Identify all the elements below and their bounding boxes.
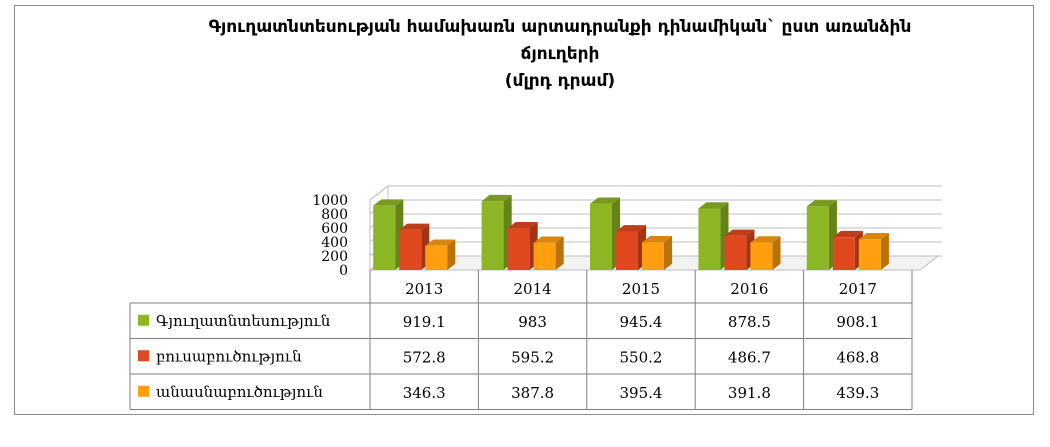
chart-title: Գյուղատնտեսության համախառն արտադրանքի դի… [150, 14, 970, 95]
bar-front [533, 242, 556, 270]
bar-front [832, 237, 855, 270]
bar [425, 239, 456, 270]
bar-side [772, 236, 781, 270]
data-table-value: 395.4 [620, 384, 663, 402]
bar-front [858, 239, 881, 270]
bar-side [555, 236, 564, 270]
x-category-label: 2017 [839, 280, 877, 298]
bar-top [399, 223, 430, 230]
bar-top [642, 236, 673, 243]
bar-front [806, 206, 829, 270]
x-category-label: 2013 [405, 280, 443, 298]
bar [481, 194, 512, 270]
legend-swatch [138, 350, 149, 362]
grid-line-side [369, 185, 389, 201]
bar-top [481, 194, 512, 202]
bar-front [698, 208, 721, 270]
data-table-value: 550.2 [620, 348, 663, 366]
y-tick-label: 800 [321, 207, 348, 223]
y-tick-label: 400 [321, 235, 348, 251]
data-table-value: 908.1 [836, 313, 879, 331]
bar-top [724, 229, 755, 236]
chart-title-line-2: ճյուղերի [520, 44, 600, 64]
data-table-value: 439.3 [836, 384, 879, 402]
bar-front [750, 242, 773, 270]
bar-front [425, 245, 448, 270]
x-category-label: 2016 [730, 280, 768, 298]
bar [590, 197, 621, 270]
bar [642, 236, 673, 270]
bar [616, 225, 647, 270]
data-table-value: 468.8 [836, 348, 879, 366]
chart-title-line-1: Գյուղատնտեսության համախառն արտադրանքի դի… [208, 17, 912, 37]
bar-top [750, 236, 781, 243]
bar-front [373, 205, 396, 270]
bar-top [590, 197, 621, 204]
bar-front [616, 231, 638, 270]
bar [373, 199, 404, 270]
bar [698, 202, 729, 270]
bar-top [858, 232, 889, 240]
legend-series-name: Գյուղատնտեսություն [156, 312, 331, 330]
legend-swatch [138, 314, 149, 326]
bar-front [481, 201, 504, 270]
y-tick-label: 0 [339, 263, 348, 279]
data-table-value: 595.2 [511, 348, 554, 366]
bar-front [724, 235, 747, 270]
legend-series-name: բուսաբուծություն [156, 347, 302, 365]
bar-side [664, 236, 673, 270]
bar [399, 223, 430, 270]
bar [533, 236, 564, 270]
y-tick-label: 600 [321, 221, 348, 237]
bar [806, 200, 837, 270]
data-table-value: 919.1 [403, 313, 446, 331]
bar [724, 229, 755, 270]
legend-swatch [138, 385, 149, 397]
x-category-label: 2015 [622, 280, 660, 298]
data-table-value: 572.8 [403, 348, 446, 366]
data-table-value: 486.7 [728, 348, 771, 366]
bar [750, 236, 781, 270]
bar-top [425, 239, 456, 246]
y-tick-label: 1000 [312, 193, 348, 209]
y-tick-label: 200 [321, 249, 348, 265]
bar-top [507, 222, 538, 229]
bar [858, 232, 889, 270]
bar-front [642, 242, 664, 270]
bar-front [590, 203, 612, 270]
bar-front [507, 228, 530, 270]
bar-side [447, 239, 456, 270]
data-table-value: 391.8 [728, 384, 771, 402]
bar [507, 222, 538, 270]
chart-frame [14, 5, 1034, 415]
data-table-value: 878.5 [728, 313, 771, 331]
bar-top [533, 236, 564, 243]
bar-top [806, 200, 837, 207]
bar-top [373, 199, 404, 206]
data-table-value: 945.4 [620, 313, 663, 331]
bar-top [616, 225, 647, 232]
bar-top [832, 230, 863, 238]
chart-title-line-3: (մլրդ դրամ) [504, 71, 616, 91]
data-table-value: 387.8 [511, 384, 554, 402]
data-table-value: 983 [518, 313, 547, 331]
bar [832, 230, 863, 270]
x-category-label: 2014 [514, 280, 552, 298]
legend-series-name: անասնաբուծություն [156, 383, 323, 401]
bar-top [698, 202, 729, 209]
bar-front [399, 229, 422, 270]
data-table-value: 346.3 [403, 384, 446, 402]
bar-side [880, 232, 889, 270]
